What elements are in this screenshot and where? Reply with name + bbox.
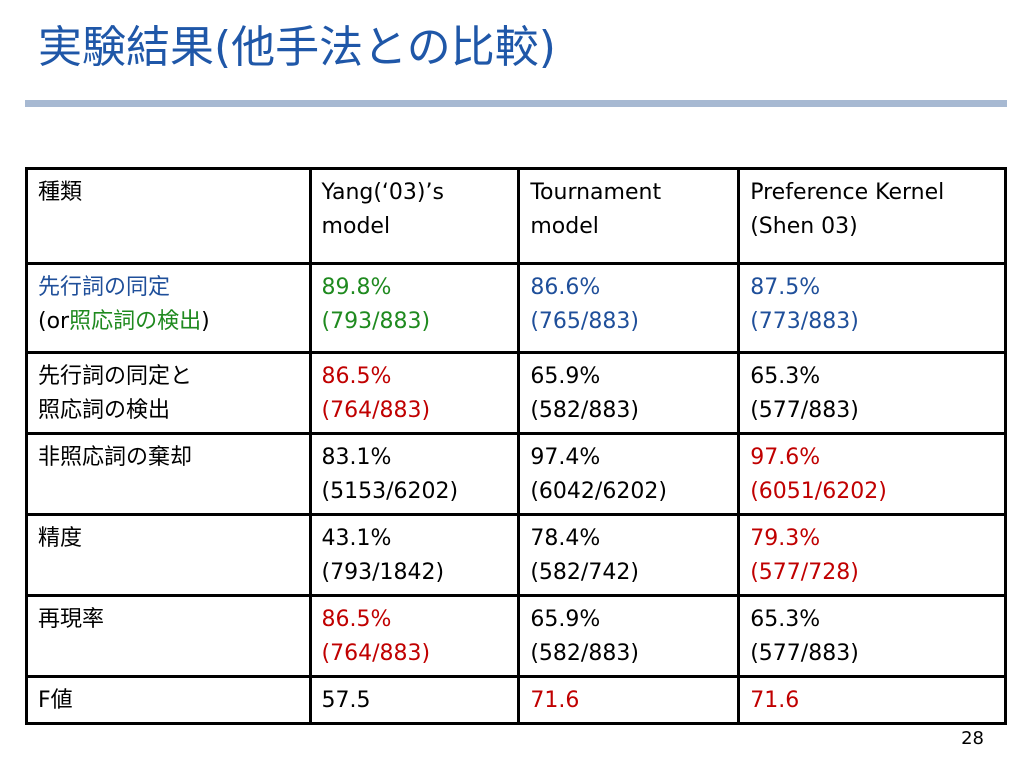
table-header-row: 種類 Yang(‘03)’s model Tournament model Pr… (25, 167, 1007, 265)
row-label-line: 先行詞の同定 (38, 275, 171, 300)
comparison-table: 種類 Yang(‘03)’s model Tournament model Pr… (25, 167, 1007, 725)
table-row: F値 57.5 71.6 71.6 (25, 675, 1007, 725)
value-count: (6051/6202) (750, 479, 887, 504)
value-count: (765/883) (530, 309, 639, 334)
slide-title: 実験結果(他手法との比較) (38, 22, 556, 73)
header-tournament-line2: model (530, 214, 599, 239)
value-percent: 86.5% (321, 607, 392, 632)
value-count: (577/883) (750, 398, 859, 423)
page-number: 28 (961, 728, 984, 749)
row-label-cell: 非照応詞の棄却 (25, 432, 312, 516)
row-label-line: 先行詞の同定と (38, 364, 193, 389)
row-label-line: (or照応詞の検出) (38, 305, 301, 339)
value-cell-tournament: 65.9% (582/883) (517, 351, 741, 435)
table-row: 再現率 86.5% (764/883) 65.9% (582/883) 65.3… (25, 594, 1007, 678)
row-label-line: 照応詞の検出 (38, 398, 171, 423)
header-cell-tournament: Tournament model (517, 167, 741, 265)
table-row: 先行詞の同定と 照応詞の検出 86.5% (764/883) 65.9% (58… (25, 351, 1007, 435)
value-percent: 78.4% (530, 526, 601, 551)
header-cell-preference-kernel: Preference Kernel (Shen 03) (737, 167, 1007, 265)
value-cell-yang: 89.8% (793/883) (308, 262, 521, 354)
value-cell-yang: 86.5% (764/883) (308, 351, 521, 435)
value-fscore: 71.6 (530, 688, 580, 713)
value-percent: 83.1% (321, 445, 392, 470)
value-count: (793/1842) (321, 560, 445, 585)
title-underline (25, 100, 1007, 107)
header-yang-line2: model (321, 214, 391, 239)
header-tournament-line1: Tournament (530, 180, 662, 205)
row-label-line: 精度 (38, 526, 83, 551)
value-percent: 65.9% (530, 364, 601, 389)
row-label-highlight: 照応詞の検出 (69, 309, 202, 334)
value-cell-preference: 71.6 (737, 675, 1007, 725)
row-label-cell: F値 (25, 675, 312, 725)
value-cell-yang: 43.1% (793/1842) (308, 513, 521, 597)
row-label-line: 再現率 (38, 607, 105, 632)
row-label-prefix: (or (38, 309, 70, 334)
value-cell-tournament: 97.4% (6042/6202) (517, 432, 741, 516)
value-cell-tournament: 86.6% (765/883) (517, 262, 741, 354)
value-cell-tournament: 71.6 (517, 675, 741, 725)
value-count: (764/883) (321, 641, 431, 666)
header-preference-line1: Preference Kernel (750, 180, 945, 205)
row-label-line: F値 (38, 688, 73, 713)
value-percent: 97.6% (750, 445, 821, 470)
table-row: 非照応詞の棄却 83.1% (5153/6202) 97.4% (6042/62… (25, 432, 1007, 516)
value-count: (577/883) (750, 641, 859, 666)
value-cell-yang: 86.5% (764/883) (308, 594, 521, 678)
value-cell-yang: 83.1% (5153/6202) (308, 432, 521, 516)
value-cell-preference: 65.3% (577/883) (737, 351, 1007, 435)
value-percent: 65.3% (750, 364, 821, 389)
row-label-line: 非照応詞の棄却 (38, 445, 193, 470)
value-fscore: 71.6 (750, 688, 800, 713)
header-cell-type: 種類 (25, 167, 312, 265)
value-count: (764/883) (321, 398, 431, 423)
header-yang-line1: Yang(‘03)’s (321, 180, 444, 205)
header-cell-yang: Yang(‘03)’s model (308, 167, 521, 265)
value-percent: 65.9% (530, 607, 601, 632)
row-label-suffix: ) (201, 309, 210, 334)
header-preference-line2: (Shen 03) (750, 214, 858, 239)
value-count: (582/883) (530, 398, 639, 423)
value-cell-tournament: 65.9% (582/883) (517, 594, 741, 678)
value-count: (582/883) (530, 641, 639, 666)
value-percent: 79.3% (750, 526, 821, 551)
table-row: 精度 43.1% (793/1842) 78.4% (582/742) 79.3… (25, 513, 1007, 597)
value-count: (6042/6202) (530, 479, 667, 504)
value-percent: 86.5% (321, 364, 392, 389)
value-percent: 97.4% (530, 445, 601, 470)
value-cell-yang: 57.5 (308, 675, 521, 725)
value-percent: 43.1% (321, 526, 392, 551)
value-percent: 87.5% (750, 275, 821, 300)
table-row: 先行詞の同定 (or照応詞の検出) 89.8% (793/883) 86.6% … (25, 262, 1007, 354)
value-percent: 65.3% (750, 607, 821, 632)
value-cell-tournament: 78.4% (582/742) (517, 513, 741, 597)
value-percent: 86.6% (530, 275, 601, 300)
value-fscore: 57.5 (321, 688, 371, 713)
value-count: (773/883) (750, 309, 859, 334)
value-percent: 89.8% (321, 275, 392, 300)
value-count: (793/883) (321, 309, 431, 334)
value-cell-preference: 97.6% (6051/6202) (737, 432, 1007, 516)
row-label-cell: 先行詞の同定 (or照応詞の検出) (25, 262, 312, 354)
row-label-cell: 再現率 (25, 594, 312, 678)
value-count: (582/742) (530, 560, 639, 585)
header-type-label: 種類 (38, 180, 83, 205)
value-count: (577/728) (750, 560, 859, 585)
value-cell-preference: 65.3% (577/883) (737, 594, 1007, 678)
value-cell-preference: 79.3% (577/728) (737, 513, 1007, 597)
row-label-cell: 先行詞の同定と 照応詞の検出 (25, 351, 312, 435)
row-label-cell: 精度 (25, 513, 312, 597)
value-cell-preference: 87.5% (773/883) (737, 262, 1007, 354)
value-count: (5153/6202) (321, 479, 459, 504)
